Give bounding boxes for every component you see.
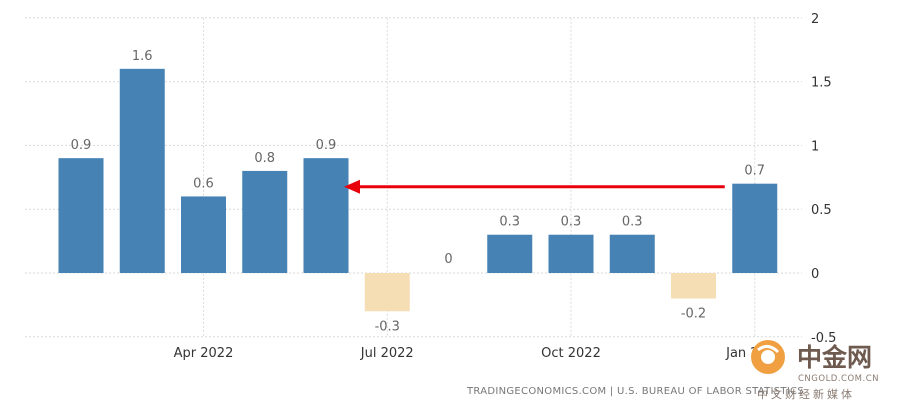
bar-apr-2022: [181, 196, 226, 273]
annotations: [344, 179, 725, 194]
bar-mar-2022: [119, 68, 165, 273]
data-label: 0.6: [193, 176, 214, 191]
data-label: 0.9: [316, 138, 337, 153]
source-attribution: TRADINGECONOMICS.COM | U.S. BUREAU OF LA…: [466, 386, 804, 397]
data-label: -0.2: [681, 307, 706, 322]
logo-swirl-icon: [757, 345, 780, 354]
data-label: 0.8: [254, 151, 275, 166]
data-label: 0.3: [622, 215, 643, 230]
data-label: 0.9: [71, 138, 92, 153]
y-tick-label: 1.5: [811, 76, 832, 91]
watermark-name: 中金网: [797, 343, 872, 372]
data-label: 0.7: [744, 164, 765, 179]
y-tick-label: 2: [811, 12, 819, 27]
data-label: 0.3: [561, 215, 582, 230]
bar-dec-2022: [671, 273, 716, 299]
data-label: 0: [444, 252, 452, 267]
watermark-tagline: 中文财经新媒体: [757, 387, 855, 401]
x-tick-label: Oct 2022: [541, 346, 601, 361]
bar-nov-2022: [609, 234, 655, 273]
logo-circle-inner-icon: [761, 350, 775, 364]
data-label: 1.6: [132, 49, 153, 64]
y-tick-label: 0.5: [811, 203, 832, 218]
data-labels: 0.9 1.6 0.6 0.8 0.9 -0.3 0 0.3 0.3 0.3 -0.2 0.7: [71, 49, 765, 334]
bar-oct-2022: [548, 234, 594, 273]
bar-feb-2022: [58, 158, 104, 273]
bar-jun-2022: [303, 158, 349, 273]
y-tick-label: -0.5: [811, 331, 836, 346]
arrow-head-icon: [344, 179, 360, 194]
bar-may-2022: [242, 170, 288, 273]
x-tick-label: Jul 2022: [360, 346, 414, 361]
watermark-logo: 中金网 CNGOLD.COM.CN 中文财经新媒体: [751, 340, 879, 401]
data-label: -0.3: [375, 319, 400, 334]
watermark-domain: CNGOLD.COM.CN: [798, 374, 879, 384]
y-tick-label: 1: [811, 139, 819, 154]
data-label: 0.3: [499, 215, 520, 230]
bar-series: [58, 68, 778, 312]
y-axis: 2 1.5 1 0.5 0 -0.5: [811, 12, 836, 346]
bar-sep-2022: [487, 234, 533, 273]
bar-jul-2022: [364, 273, 410, 312]
x-tick-label: Apr 2022: [174, 346, 234, 361]
bar-jan-2023: [732, 183, 778, 273]
y-tick-label: 0: [811, 267, 819, 282]
